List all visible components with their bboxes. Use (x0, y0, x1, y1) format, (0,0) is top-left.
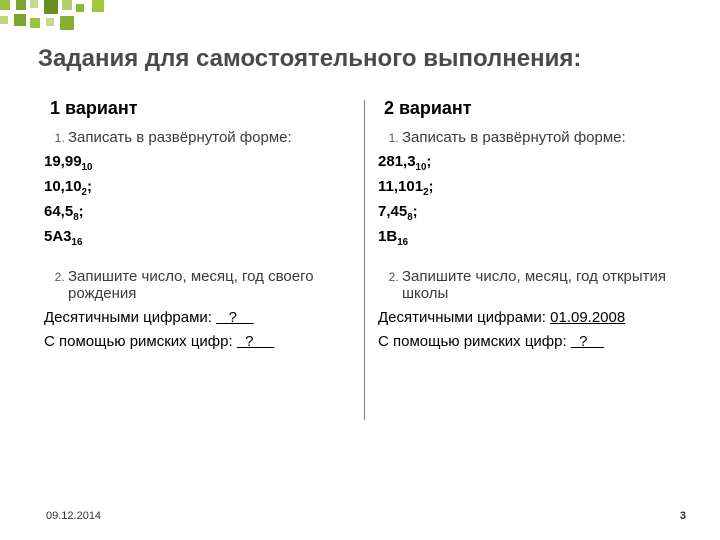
v2-n4-sub: 16 (397, 237, 408, 248)
column-variant-2: 2 вариант Записать в развёрнутой форме: … (364, 98, 690, 354)
deco-square (62, 0, 72, 10)
deco-square (0, 0, 10, 10)
deco-square (30, 0, 38, 8)
footer-date: 09.12.2014 (46, 510, 101, 522)
v1-n3-suf: ; (79, 203, 84, 220)
v2-dec-blank: 01.09.2008 (550, 309, 625, 326)
deco-square (76, 4, 84, 12)
v2-answers: Десятичными цифрами: 01.09.2008 С помощь… (378, 306, 690, 354)
slide-title: Задания для самостоятельного выполнения: (38, 44, 690, 74)
deco-square (30, 18, 40, 28)
footer-page-number: 3 (680, 510, 686, 522)
deco-square (92, 0, 104, 12)
v2-n3-main: 7,45 (378, 203, 407, 220)
v1-n1-sub: 10 (82, 162, 93, 173)
deco-square (60, 16, 74, 30)
v1-rom-label: С помощью римских цифр: (44, 333, 237, 350)
deco-square (46, 18, 54, 26)
v2-numbers: 281,310; 11,1012; 7,458; 1B16 (378, 150, 690, 250)
v2-task-2: Запишите число, месяц, год открытия школ… (402, 268, 690, 302)
v2-n1-sub: 10 (416, 162, 427, 173)
v2-rom-label: С помощью римских цифр: (378, 333, 571, 350)
deco-square (44, 0, 58, 14)
v2-n2-suf: ; (429, 178, 434, 195)
v1-n2-suf: ; (87, 178, 92, 195)
slide-content: Задания для самостоятельного выполнения:… (38, 44, 690, 510)
v2-task-1: Записать в развёрнутой форме: (402, 129, 690, 146)
v2-rom-blank: ? (571, 333, 604, 350)
v1-n4-main: 5A3 (44, 228, 72, 245)
v2-n1-suf: ; (426, 153, 431, 170)
v1-task-2: Запишите число, месяц, год своего рожден… (68, 268, 360, 302)
v1-n4-sub: 16 (72, 237, 83, 248)
v1-task-1: Записать в развёрнутой форме: (68, 129, 360, 146)
column-variant-1: 1 вариант Записать в развёрнутой форме: … (38, 98, 364, 354)
v2-dec-label: Десятичными цифрами: (378, 309, 550, 326)
deco-square (14, 14, 26, 26)
v2-n1-main: 281,3 (378, 153, 416, 170)
deco-square (16, 0, 26, 10)
v1-dec-blank: ? (216, 309, 254, 326)
v2-n3-suf: ; (413, 203, 418, 220)
variant-1-head: 1 вариант (50, 98, 360, 119)
v1-dec-label: Десятичными цифрами: (44, 309, 216, 326)
v1-n1-main: 19,99 (44, 153, 82, 170)
v1-n3-main: 64,5 (44, 203, 73, 220)
v1-answers: Десятичными цифрами: ? С помощью римских… (44, 306, 360, 354)
v2-n4-main: 1B (378, 228, 397, 245)
v1-n2-main: 10,10 (44, 178, 82, 195)
v1-numbers: 19,9910 10,102; 64,58; 5A316 (44, 150, 360, 250)
two-columns: 1 вариант Записать в развёрнутой форме: … (38, 98, 690, 354)
variant-2-head: 2 вариант (384, 98, 690, 119)
column-separator (364, 100, 365, 420)
deco-square (0, 16, 8, 24)
v1-rom-blank: ? (237, 333, 275, 350)
v2-n2-main: 11,101 (378, 178, 423, 195)
corner-decoration (0, 0, 116, 34)
